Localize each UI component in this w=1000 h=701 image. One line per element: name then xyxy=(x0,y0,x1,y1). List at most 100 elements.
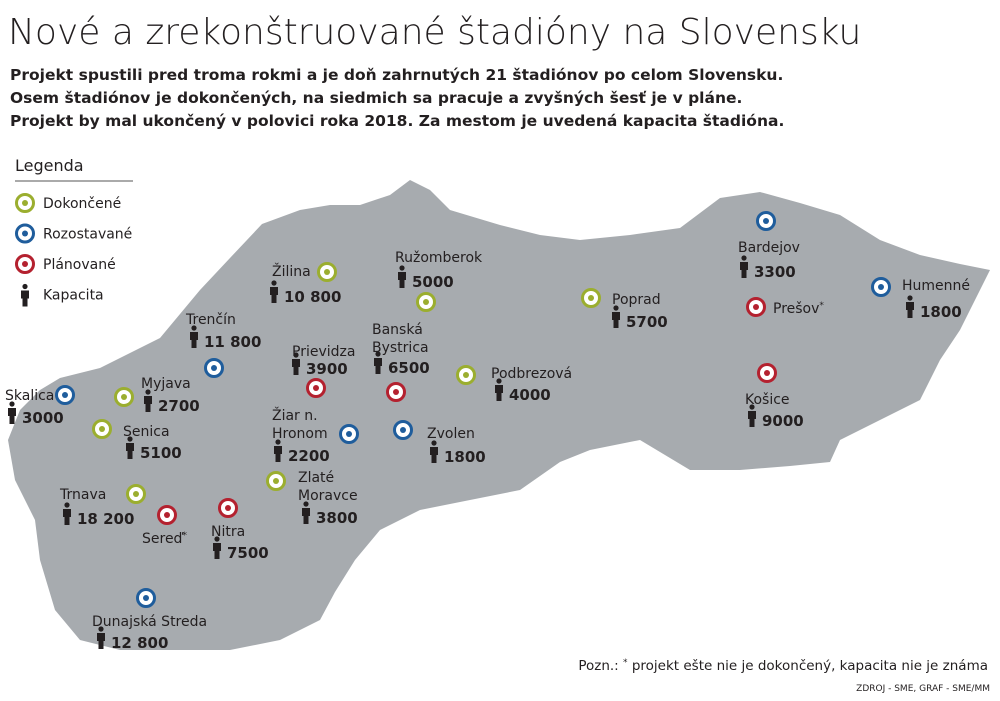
note-text: projekt ešte nie je dokončený, kapacita … xyxy=(632,658,988,674)
pin-dot xyxy=(62,392,68,398)
stadium-name: Skalica xyxy=(5,388,54,404)
name-line: Banská xyxy=(372,322,423,338)
pin-dot xyxy=(588,295,594,301)
stadium-pin xyxy=(339,424,359,444)
name-line: Prešov xyxy=(773,301,819,317)
capacity-icon xyxy=(906,295,914,318)
name-line: Skalica xyxy=(5,388,54,404)
name-line: Poprad xyxy=(612,292,661,308)
stadium-name: Trnava xyxy=(59,487,106,503)
capacity-icon xyxy=(748,404,756,427)
pin-dot xyxy=(400,427,406,433)
pin-dot xyxy=(423,299,429,305)
icon-head xyxy=(145,389,151,395)
title: Nové a zrekonštruované štadióny na Slove… xyxy=(8,12,861,53)
capacity-icon xyxy=(495,378,503,401)
name-line: Nitra xyxy=(211,524,245,540)
stadium-name: Banská Bystrica xyxy=(372,322,429,356)
stadium-capacity: 11 800 xyxy=(204,333,261,351)
capacity-icon xyxy=(63,502,71,525)
icon-body xyxy=(270,287,278,303)
pin-dot xyxy=(878,284,884,290)
note-mark: * xyxy=(623,658,628,668)
icon-body xyxy=(63,509,71,525)
stadium-name: Zlaté Moravce xyxy=(298,470,358,504)
icon-body xyxy=(374,358,382,374)
pin-dot xyxy=(121,394,127,400)
stadium-name: Senica xyxy=(123,424,170,440)
stadium-name: Bardejov xyxy=(738,240,800,256)
icon-body xyxy=(213,543,221,559)
icon-body xyxy=(748,411,756,427)
stadium-capacity: 2700 xyxy=(158,397,200,415)
icon-body xyxy=(190,332,198,348)
stadium-pin xyxy=(92,419,112,439)
name-line: Bystrica xyxy=(372,340,429,356)
stadium-name: Ružomberok xyxy=(395,250,483,266)
name-line: Sereď xyxy=(142,531,185,547)
capacity-icon xyxy=(190,325,198,348)
stadium-pin xyxy=(317,262,337,282)
stadium-pin xyxy=(55,385,75,405)
stadium-name: Prievidza xyxy=(292,344,355,360)
name-line: Dunajská Streda xyxy=(92,614,207,630)
stadium-capacity: 1800 xyxy=(920,303,962,321)
name-line: Trenčín xyxy=(185,312,236,328)
stadium-name: Humenné xyxy=(902,278,970,294)
stadium-name: Nitra xyxy=(211,524,245,540)
stadium-capacity: 9000 xyxy=(762,412,804,430)
legend-title: Legenda xyxy=(15,156,84,175)
slovakia-map xyxy=(8,180,990,650)
pin-dot xyxy=(313,385,319,391)
stadium-name: Trenčín xyxy=(185,312,236,328)
note: Pozn.: * projekt ešte nie je dokončený, … xyxy=(578,653,988,674)
name-line: Žilina xyxy=(272,262,311,280)
stadium-pin xyxy=(15,223,35,244)
stadium-pin xyxy=(746,297,766,317)
stadium-pin xyxy=(871,277,891,297)
stadium-pin xyxy=(204,358,224,378)
legend-label: Rozostavané xyxy=(43,227,132,243)
stadium-capacity: 3800 xyxy=(316,509,358,527)
stadium-capacity: 3000 xyxy=(22,409,64,427)
pin-dot xyxy=(753,304,759,310)
name-line: Hronom xyxy=(272,426,328,442)
stadium-pin xyxy=(218,498,238,518)
stadium-capacity: 4000 xyxy=(509,386,551,404)
pin-dot xyxy=(133,491,139,497)
legend-label: Dokončené xyxy=(43,196,121,212)
icon-head xyxy=(749,404,755,410)
icon-head xyxy=(9,401,15,407)
stadium-pin xyxy=(306,378,326,398)
stadium-name: Poprad xyxy=(612,292,661,308)
stadium-name: Myjava xyxy=(141,376,191,392)
icon-body xyxy=(740,262,748,278)
stadium-capacity: 12 800 xyxy=(111,634,168,652)
capacity-icon xyxy=(612,305,620,328)
stadium-pin xyxy=(126,484,146,504)
stadium-capacity: 1800 xyxy=(444,448,486,466)
capacity-icon xyxy=(270,280,278,303)
stadium-pin xyxy=(136,588,156,608)
icon-head xyxy=(191,325,197,331)
icon-body xyxy=(292,359,300,375)
capacity-icon xyxy=(740,255,748,278)
stadium-pin xyxy=(114,387,134,407)
pin-dot xyxy=(763,218,769,224)
name-line: Bardejov xyxy=(738,240,800,256)
stadium-capacity: 2200 xyxy=(288,447,330,465)
stadium-pin xyxy=(757,363,777,383)
stadium-pin xyxy=(581,288,601,308)
icon-body xyxy=(126,443,134,459)
name-mark: * xyxy=(819,301,824,311)
pin-dot xyxy=(99,426,105,432)
pin-dot xyxy=(393,389,399,395)
icon-head xyxy=(496,378,502,384)
stadium-name: Zvolen xyxy=(427,426,475,442)
capacity-icon xyxy=(292,352,300,375)
capacity-icon xyxy=(8,401,16,424)
icon-body xyxy=(906,302,914,318)
stadium-name: Žiar n. Hronom xyxy=(272,406,328,442)
